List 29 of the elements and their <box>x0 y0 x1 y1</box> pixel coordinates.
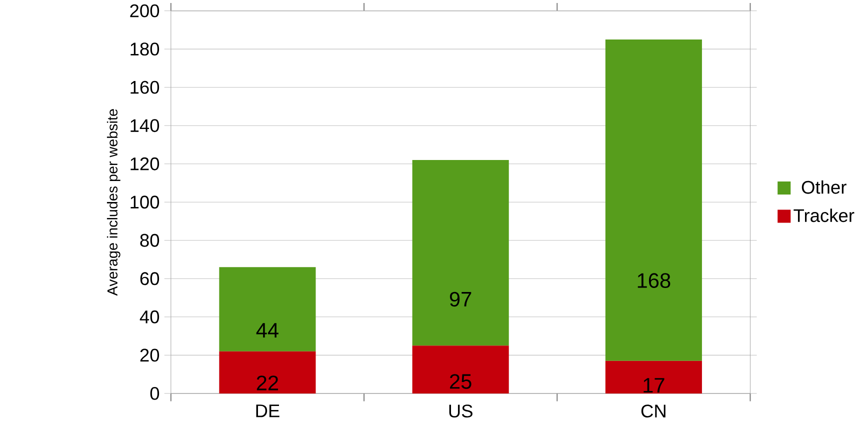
bar <box>219 267 316 352</box>
y-tick-label: 140 <box>130 119 160 132</box>
bar <box>605 360 702 394</box>
x-tick-label: CN <box>641 404 666 418</box>
x-tick-label: US <box>449 404 472 418</box>
data-label: 22 <box>256 376 278 390</box>
y-tick-label: 80 <box>140 234 160 247</box>
bar <box>605 40 702 361</box>
bar <box>219 351 316 394</box>
x-tick-label: DE <box>256 404 280 418</box>
bar <box>412 160 509 346</box>
bar <box>412 346 509 394</box>
y-tick-label: 20 <box>140 348 160 362</box>
y-tick-label: 100 <box>130 196 160 209</box>
y-tick-label: 200 <box>130 4 160 18</box>
data-label: 97 <box>450 292 472 307</box>
data-label: 17 <box>644 378 664 393</box>
legend-label: Other <box>802 180 846 194</box>
y-tick-label: 0 <box>150 386 160 400</box>
y-tick-label: 120 <box>130 157 160 170</box>
legend-label: Tracker <box>794 208 854 222</box>
y-axis-title: Average includes per website <box>106 109 120 296</box>
data-label: 44 <box>256 323 278 338</box>
y-tick-label: 180 <box>130 42 160 56</box>
y-tick-label: 60 <box>140 272 160 286</box>
data-label: 168 <box>638 273 670 288</box>
y-tick-label: 160 <box>130 80 160 94</box>
y-tick-label: 40 <box>140 310 160 324</box>
data-label: 25 <box>450 374 472 389</box>
